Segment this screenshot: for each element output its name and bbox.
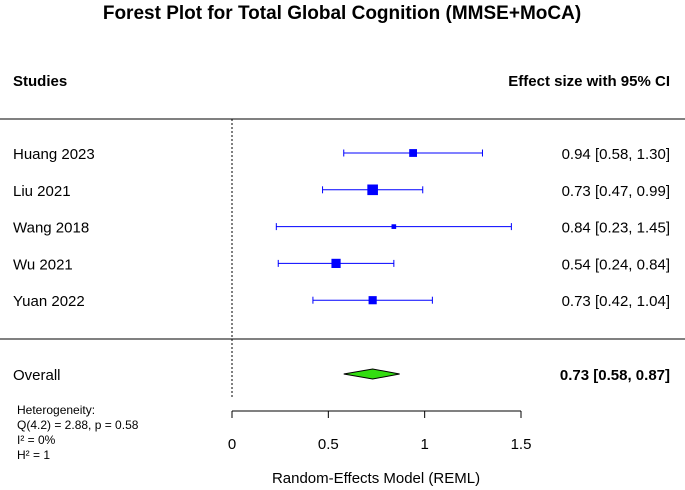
study-name: Wang 2018 [13, 220, 89, 237]
x-tick-label: 0 [228, 436, 236, 453]
study-point-marker [409, 149, 418, 157]
study-row: Liu 2021 0.73 [0.47, 0.99] [13, 183, 670, 200]
study-effect-label: 0.73 [0.47, 0.99] [562, 183, 670, 200]
study-name: Yuan 2022 [13, 293, 85, 310]
x-tick-label: 1.5 [511, 436, 532, 453]
study-point-marker [391, 224, 397, 229]
study-row: Wang 2018 0.84 [0.23, 1.45] [13, 220, 670, 237]
study-effect-label: 0.94 [0.58, 1.30] [562, 146, 670, 163]
study-name: Wu 2021 [13, 256, 73, 273]
study-name: Liu 2021 [13, 183, 71, 200]
x-tick-label: 1 [420, 436, 428, 453]
study-name: Huang 2023 [13, 146, 95, 163]
heterogeneity-i2: I² = 0% [17, 433, 56, 447]
x-tick-label: 0.5 [318, 436, 339, 453]
study-row: Wu 2021 0.54 [0.24, 0.84] [13, 256, 670, 273]
study-point-marker [331, 258, 341, 268]
study-rows: Huang 2023 0.94 [0.58, 1.30] Liu 2021 0.73 … [13, 146, 670, 310]
study-point-marker [367, 184, 378, 196]
heterogeneity-block: Heterogeneity: Q(4.2) = 2.88, p = 0.58 I… [17, 403, 139, 462]
study-row: Huang 2023 0.94 [0.58, 1.30] [13, 146, 670, 163]
overall-effect-label: 0.73 [0.58, 0.87] [560, 367, 670, 384]
effect-header: Effect size with 95% CI [508, 73, 670, 90]
study-effect-label: 0.84 [0.23, 1.45] [562, 220, 670, 237]
heterogeneity-heading: Heterogeneity: [17, 403, 95, 417]
study-point-marker [368, 296, 377, 305]
overall-row: Overall 0.73 [0.58, 0.87] [13, 367, 670, 384]
study-effect-label: 0.54 [0.24, 0.84] [562, 256, 670, 273]
heterogeneity-q: Q(4.2) = 2.88, p = 0.58 [17, 418, 139, 432]
studies-header: Studies [13, 73, 67, 90]
x-axis-label: Random-Effects Model (REML) [272, 470, 480, 487]
study-effect-label: 0.73 [0.42, 1.04] [562, 293, 670, 310]
study-row: Yuan 2022 0.73 [0.42, 1.04] [13, 293, 670, 310]
overall-label: Overall [13, 367, 61, 384]
chart-title: Forest Plot for Total Global Cognition (… [103, 3, 581, 24]
overall-diamond [343, 368, 400, 380]
heterogeneity-h2: H² = 1 [17, 448, 50, 462]
x-axis: 0 0.5 1 1.5 [228, 410, 532, 453]
